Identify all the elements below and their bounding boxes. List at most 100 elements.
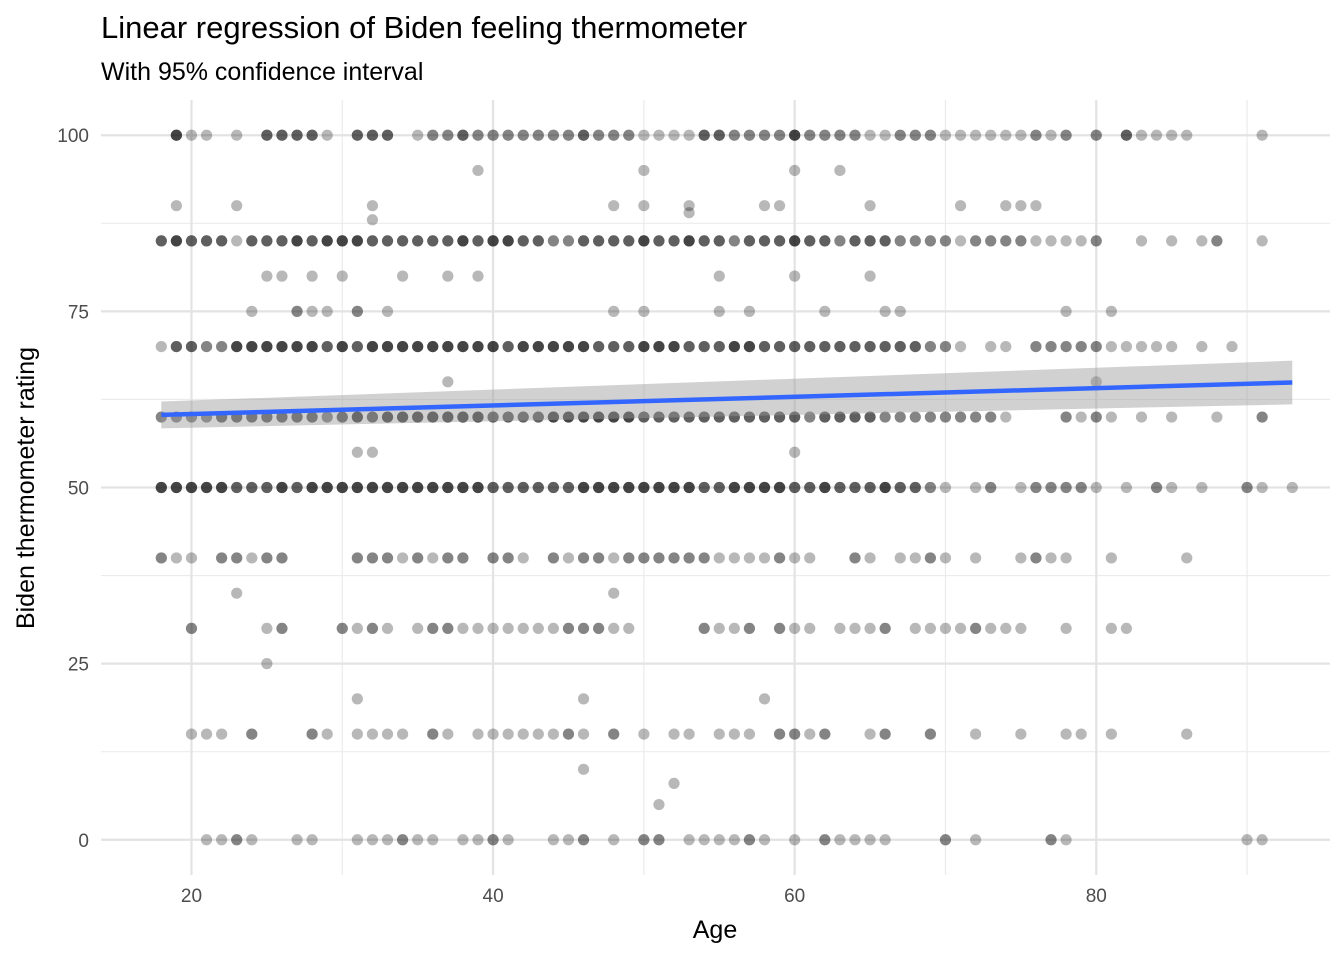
y-tick-label: 50 <box>68 479 89 500</box>
data-point <box>593 622 605 635</box>
data-point <box>1060 129 1072 141</box>
data-point <box>291 340 303 353</box>
data-point <box>653 235 665 247</box>
data-point <box>1015 235 1027 247</box>
data-point <box>261 411 273 423</box>
data-point <box>1241 834 1253 846</box>
data-point <box>638 481 650 494</box>
data-point <box>412 552 424 564</box>
data-point <box>517 235 529 247</box>
data-point <box>577 235 590 247</box>
data-point <box>366 340 379 353</box>
data-point <box>1000 340 1012 353</box>
data-point <box>472 481 484 494</box>
data-point <box>668 411 680 423</box>
data-point <box>306 340 318 353</box>
data-point <box>668 411 680 423</box>
data-point <box>909 411 921 423</box>
data-point <box>653 481 665 494</box>
data-point <box>683 340 695 353</box>
data-point <box>457 235 469 247</box>
data-point <box>427 622 439 635</box>
data-point <box>593 481 605 494</box>
data-point <box>623 481 635 494</box>
data-point <box>638 411 650 423</box>
data-point <box>608 340 620 353</box>
data-point <box>427 481 439 494</box>
data-point <box>396 481 409 494</box>
data-point <box>864 270 876 282</box>
data-point <box>939 481 952 494</box>
data-point <box>185 129 198 141</box>
data-point <box>216 481 228 494</box>
data-point <box>321 728 333 740</box>
data-point <box>472 622 484 635</box>
data-point <box>200 235 213 247</box>
data-point <box>547 411 559 423</box>
data-point <box>623 340 635 353</box>
data-point <box>472 411 484 423</box>
data-point <box>261 481 273 494</box>
data-point <box>577 129 590 141</box>
data-point <box>743 411 756 423</box>
data-point <box>216 340 228 353</box>
data-point <box>306 340 318 353</box>
data-point <box>1000 200 1012 212</box>
data-point <box>894 340 906 353</box>
data-point <box>366 235 379 247</box>
data-point <box>1060 834 1072 846</box>
data-point <box>668 129 680 141</box>
x-axis-ticks: 20 40 60 80 <box>181 886 1107 907</box>
data-point <box>562 481 575 494</box>
data-point <box>487 340 499 353</box>
data-point <box>185 235 198 247</box>
data-point <box>261 270 273 282</box>
data-point <box>668 552 680 564</box>
data-point <box>593 411 605 423</box>
data-point <box>442 235 454 247</box>
data-point <box>924 481 936 494</box>
regression-line <box>161 380 1293 418</box>
data-point <box>683 552 695 564</box>
data-point <box>1256 235 1268 247</box>
data-point <box>381 411 394 423</box>
data-point <box>909 552 921 564</box>
data-point <box>185 235 198 247</box>
data-point <box>743 340 756 353</box>
data-point <box>321 235 333 247</box>
data-point <box>246 340 258 353</box>
data-point <box>819 340 831 353</box>
data-point <box>834 481 846 494</box>
data-point <box>502 834 514 846</box>
data-point <box>427 235 439 247</box>
data-point <box>954 235 967 247</box>
data-point <box>366 214 379 226</box>
data-point <box>502 129 514 141</box>
data-point <box>879 340 891 353</box>
data-point <box>306 411 318 423</box>
data-point <box>291 129 303 141</box>
data-point <box>547 411 559 423</box>
data-point <box>623 340 635 353</box>
data-point <box>924 129 936 141</box>
data-point <box>246 481 258 494</box>
data-point <box>1075 411 1087 423</box>
data-point <box>246 235 258 247</box>
data-point <box>547 340 559 353</box>
data-point <box>773 235 786 247</box>
data-point <box>336 340 348 353</box>
data-point <box>713 481 725 494</box>
data-point <box>562 340 575 353</box>
data-point <box>653 235 665 247</box>
data-point <box>894 340 906 353</box>
data-point <box>864 481 876 494</box>
data-point <box>683 340 695 353</box>
data-point <box>321 235 333 247</box>
data-point <box>1166 340 1178 353</box>
data-point <box>623 552 635 564</box>
data-point <box>743 481 756 494</box>
data-point <box>879 340 891 353</box>
data-point <box>653 340 665 353</box>
data-point <box>773 481 786 494</box>
data-point <box>457 481 469 494</box>
